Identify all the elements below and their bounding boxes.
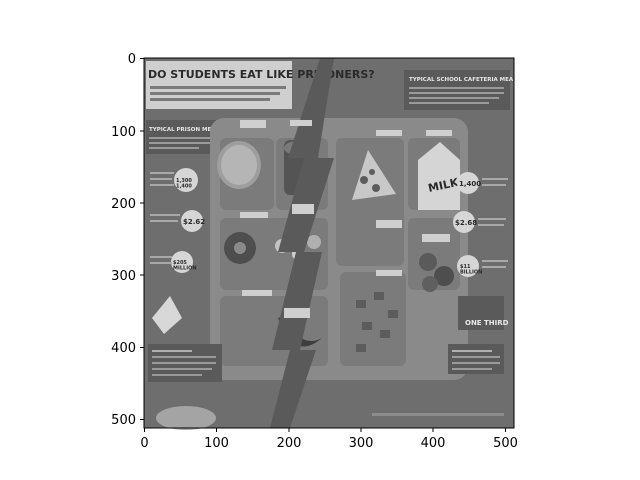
y-axis: 0 100 200 300 400 500 bbox=[111, 52, 144, 428]
axes-frame bbox=[143, 57, 515, 429]
prison-calories: 1,300 1,400 bbox=[176, 178, 192, 190]
school-budget: $11 BILLION bbox=[460, 264, 482, 276]
x-tick-label: 300 bbox=[349, 436, 374, 451]
y-tick-label: 0 bbox=[128, 52, 136, 67]
x-tick-label: 200 bbox=[277, 436, 302, 451]
x-axis: 0 100 200 300 400 500 bbox=[140, 428, 518, 451]
y-tick-label: 400 bbox=[111, 341, 136, 356]
y-tick-label: 100 bbox=[111, 125, 136, 140]
school-cost: $2.68 bbox=[455, 219, 477, 227]
school-heading: TYPICAL SCHOOL CAFETERIA MEAL bbox=[409, 77, 517, 83]
x-tick-label: 100 bbox=[204, 436, 229, 451]
one-third-label: ONE THIRD bbox=[465, 319, 509, 327]
infographic-image: DO STUDENTS EAT LIKE PRISONERS? TYPICAL … bbox=[144, 58, 517, 430]
prison-cost: $2.62 bbox=[183, 218, 205, 226]
y-tick-label: 200 bbox=[111, 197, 136, 212]
milk-label: MILK bbox=[427, 176, 460, 195]
prison-heading: TYPICAL PRISON MEAL bbox=[149, 127, 219, 133]
school-calories: 1,400 bbox=[459, 180, 481, 188]
y-tick-label: 500 bbox=[111, 413, 136, 428]
y-tick-label: 300 bbox=[111, 269, 136, 284]
prison-budget: $205 MILLION bbox=[173, 260, 197, 272]
infographic-title: DO STUDENTS EAT LIKE PRISONERS? bbox=[148, 68, 375, 81]
x-tick-label: 400 bbox=[421, 436, 446, 451]
x-tick-label: 0 bbox=[140, 436, 148, 451]
x-tick-label: 500 bbox=[493, 436, 518, 451]
